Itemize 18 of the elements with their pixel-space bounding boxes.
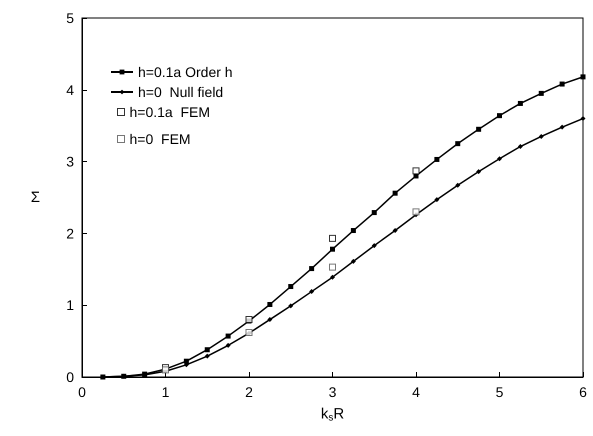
x-tick-label: 2 bbox=[245, 384, 254, 400]
x-tick-label: 4 bbox=[412, 384, 420, 400]
x-tick-label: 6 bbox=[579, 384, 588, 400]
legend-label: h=0.1a FEM bbox=[130, 104, 210, 120]
x-tick-label: 3 bbox=[328, 384, 337, 400]
y-tick-label: 0 bbox=[66, 369, 74, 385]
y-tick-label: 2 bbox=[66, 225, 74, 242]
x-tick-label: 1 bbox=[162, 384, 170, 400]
y-tick-label: 1 bbox=[66, 297, 74, 314]
legend-label: h=0.1a Order h bbox=[138, 64, 233, 80]
legend-label: h=0 FEM bbox=[130, 131, 191, 147]
y-axis-title: Σ bbox=[30, 189, 40, 206]
x-tick-label: 0 bbox=[78, 384, 86, 400]
y-tick-label: 4 bbox=[66, 82, 74, 98]
y-tick-label: 3 bbox=[66, 154, 74, 170]
legend-label: h=0 Null field bbox=[138, 84, 224, 100]
y-tick-label: 5 bbox=[66, 10, 74, 26]
x-tick-label: 5 bbox=[496, 384, 504, 400]
